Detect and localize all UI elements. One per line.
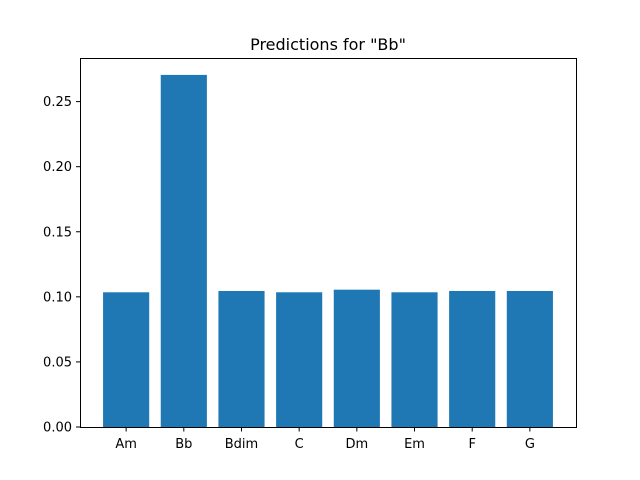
x-tick-label: Bb (175, 437, 192, 452)
x-tick-label: F (468, 437, 475, 452)
bar-bb (160, 74, 207, 428)
x-tick-label: Am (115, 437, 137, 452)
bar-g (506, 290, 553, 427)
plot-frame (80, 58, 577, 428)
bar-em (391, 292, 438, 427)
y-tick-label: 0.05 (43, 355, 72, 370)
bar-bdim (218, 290, 265, 427)
x-tick-label: Em (404, 437, 425, 452)
x-tick-label: C (295, 437, 304, 452)
x-axis-ticks: Am Bb Bdim C Dm Em F G (115, 427, 535, 452)
y-tick-label: 0.00 (43, 421, 72, 436)
y-tick-label: 0.25 (43, 95, 72, 110)
bar-f (449, 290, 496, 427)
bars-group (103, 74, 553, 428)
bar-c (276, 292, 323, 427)
x-tick-label: G (525, 437, 535, 452)
y-tick-label: 0.10 (43, 290, 72, 305)
bar-am (103, 292, 150, 427)
y-tick-label: 0.20 (43, 160, 72, 175)
y-tick-label: 0.15 (43, 225, 72, 240)
x-tick-label: Bdim (225, 437, 258, 452)
chart-title: Predictions for "Bb" (250, 35, 406, 54)
y-axis-ticks: 0.00 0.05 0.10 0.15 0.20 0.25 (43, 95, 81, 436)
x-tick-label: Dm (345, 437, 368, 452)
bar-dm (333, 289, 380, 427)
